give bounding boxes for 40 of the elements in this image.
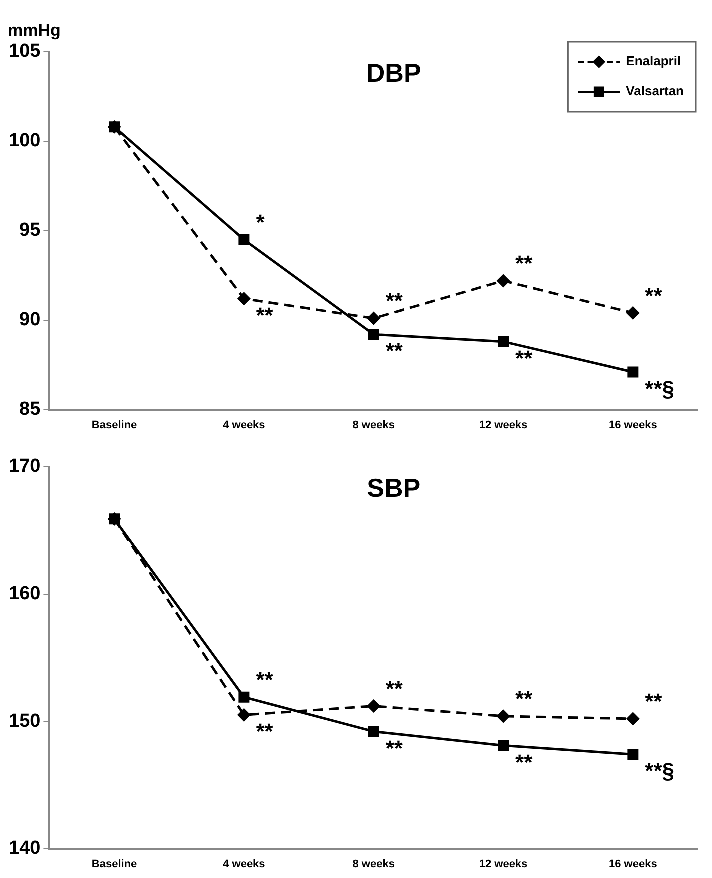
x-tick-label: 4 weeks: [223, 419, 266, 432]
annotation: **: [386, 676, 404, 702]
y-axis-title: mmHg: [8, 21, 61, 40]
x-tick-label: 8 weeks: [352, 858, 395, 870]
annotation: **: [256, 719, 274, 744]
legend-label: Enalapril: [626, 54, 682, 69]
annotation: **: [256, 667, 274, 692]
y-tick-label: 140: [9, 838, 41, 860]
x-tick-label: 16 weeks: [609, 858, 658, 870]
y-tick-label: 170: [9, 456, 41, 478]
y-tick-label: 85: [20, 399, 42, 420]
annotation: **: [386, 288, 404, 314]
x-tick-label: Baseline: [92, 858, 138, 870]
x-tick-label: Baseline: [92, 419, 138, 432]
x-tick-label: 8 weeks: [352, 419, 395, 432]
y-tick-label: 105: [9, 41, 42, 62]
annotation: **§: [645, 376, 675, 402]
y-tick-label: 100: [9, 130, 41, 152]
chart-title: SBP: [367, 473, 421, 504]
y-tick-label: 95: [20, 220, 42, 242]
annotation: **§: [645, 758, 675, 784]
x-tick-label: 12 weeks: [479, 419, 528, 432]
annotation: **: [256, 302, 274, 328]
x-tick-label: 16 weeks: [609, 419, 658, 432]
chart-title: DBP: [366, 58, 422, 88]
annotation: **: [516, 346, 534, 371]
annotation: **: [386, 736, 404, 761]
x-tick-label: 4 weeks: [223, 858, 266, 870]
annotation: **: [386, 338, 404, 364]
annotation: **: [516, 251, 534, 276]
annotation: **: [516, 686, 534, 712]
annotation: *: [256, 210, 266, 235]
y-tick-label: 90: [20, 310, 41, 331]
legend-label: Valsartan: [626, 84, 684, 99]
annotation: **: [516, 750, 534, 775]
annotation: **: [645, 283, 663, 308]
y-tick-label: 150: [9, 710, 41, 732]
annotation: **: [645, 689, 663, 714]
x-tick-label: 12 weeks: [479, 858, 528, 870]
y-tick-label: 160: [9, 584, 41, 604]
